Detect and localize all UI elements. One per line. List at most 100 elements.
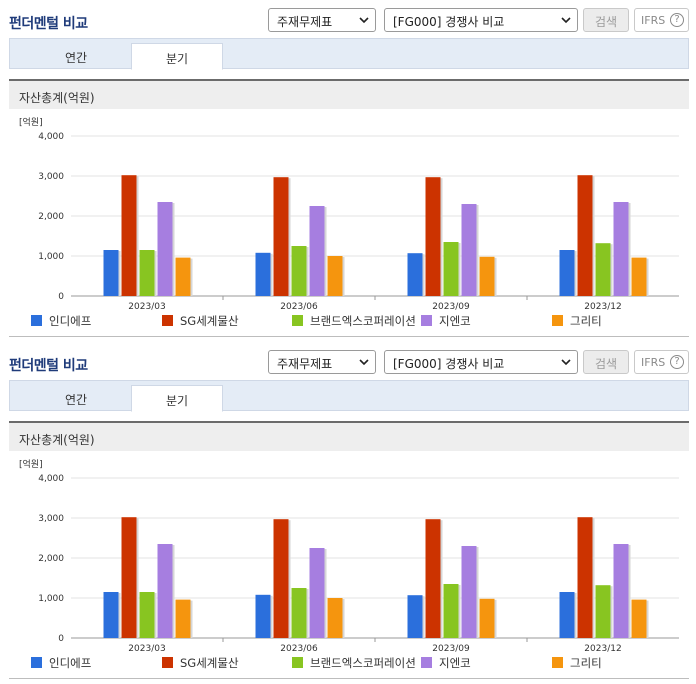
- bar: [273, 519, 289, 638]
- bar: [631, 257, 647, 296]
- comparison-select[interactable]: [FG000] 경쟁사 비교: [384, 8, 578, 32]
- y-tick-label: 4,000: [38, 474, 64, 484]
- legend-swatch: [31, 315, 42, 326]
- bar: [613, 544, 629, 638]
- help-icon: ?: [670, 13, 684, 27]
- bar: [157, 544, 173, 638]
- bar: [291, 588, 307, 638]
- section-title: 자산총계(억원): [9, 421, 689, 451]
- legend-label: SG세계물산: [180, 314, 239, 328]
- period-tabs: 연간 분기: [9, 38, 689, 70]
- bar: [613, 202, 629, 296]
- comparison-select[interactable]: [FG000] 경쟁사 비교: [384, 350, 578, 374]
- bar: [443, 584, 459, 638]
- bar: [103, 592, 119, 638]
- bar: [595, 585, 611, 638]
- legend-swatch: [421, 657, 432, 668]
- bar: [559, 592, 575, 638]
- bar: [577, 517, 593, 638]
- y-tick-label: 4,000: [38, 132, 64, 142]
- unit-label: [억원]: [19, 458, 43, 470]
- bar: [631, 599, 647, 638]
- bar: [327, 598, 343, 638]
- legend-swatch: [552, 657, 563, 668]
- chart-svg: [억원] 0 1,000 2,000 3,000 4,000 2023/03 2023/06 2…: [19, 458, 679, 670]
- bar: [309, 548, 325, 638]
- bar: [461, 546, 477, 638]
- ifrs-label: IFRS: [641, 14, 666, 27]
- statement-type-select[interactable]: 주재무제표: [268, 350, 376, 374]
- x-tick-label: 2023/06: [280, 302, 318, 312]
- total-assets-chart: [억원] 0 1,000 2,000 3,000 4,000 2023/03 2023/06 2…: [9, 112, 689, 334]
- tab-quarterly[interactable]: 분기: [131, 385, 223, 412]
- bar: [461, 204, 477, 296]
- chevron-down-icon: [561, 17, 571, 24]
- statement-type-select[interactable]: 주재무제표: [268, 8, 376, 32]
- x-tick-label: 2023/12: [584, 644, 621, 654]
- statement-type-value: 주재무제표: [277, 357, 333, 371]
- legend-label: 인디에프: [49, 314, 91, 328]
- tab-quarterly[interactable]: 분기: [131, 43, 223, 70]
- chevron-down-icon: [359, 17, 369, 24]
- bar: [595, 243, 611, 296]
- help-icon: ?: [670, 355, 684, 369]
- y-tick-label: 0: [58, 292, 64, 302]
- fundamental-panel-2: 펀더멘털 비교 주재무제표 [FG000] 경쟁사 비교 검색 IFRS ? 연…: [0, 342, 696, 684]
- bar: [121, 517, 137, 638]
- bar: [443, 242, 459, 296]
- legend-label: 그리티: [570, 314, 602, 328]
- bar: [255, 594, 271, 638]
- legend-label: 인디에프: [49, 656, 91, 670]
- divider: [9, 336, 689, 337]
- bar: [327, 256, 343, 296]
- tab-annual[interactable]: 연간: [64, 51, 88, 65]
- comparison-value: [FG000] 경쟁사 비교: [393, 15, 505, 29]
- panel-title: 펀더멘털 비교: [9, 358, 88, 374]
- bar: [255, 252, 271, 296]
- comparison-value: [FG000] 경쟁사 비교: [393, 357, 505, 371]
- bar: [175, 599, 191, 638]
- legend-swatch: [292, 315, 303, 326]
- legend-label: SG세계물산: [180, 656, 239, 670]
- y-tick-label: 2,000: [38, 554, 64, 564]
- chevron-down-icon: [359, 359, 369, 366]
- bar: [425, 177, 441, 296]
- bar: [577, 175, 593, 296]
- search-button[interactable]: 검색: [583, 8, 629, 32]
- bar: [175, 257, 191, 296]
- x-tick-label: 2023/09: [432, 644, 470, 654]
- legend-swatch: [421, 315, 432, 326]
- bar: [121, 175, 137, 296]
- ifrs-button[interactable]: IFRS ?: [634, 8, 689, 32]
- legend-swatch: [162, 315, 173, 326]
- bar: [103, 250, 119, 296]
- statement-type-value: 주재무제표: [277, 15, 333, 29]
- divider: [9, 678, 689, 679]
- bar: [479, 256, 495, 296]
- legend-swatch: [292, 657, 303, 668]
- unit-label: [억원]: [19, 116, 43, 128]
- legend-label: 브랜드엑스코퍼레이션: [310, 314, 416, 328]
- legend-label: 지엔코: [439, 314, 471, 328]
- chart-svg: [억원] 0 1,000 2,000 3,000 4,000 2023/03 2023/06 2…: [19, 116, 679, 328]
- ifrs-label: IFRS: [641, 356, 666, 369]
- bar: [425, 519, 441, 638]
- legend-label: 지엔코: [439, 656, 471, 670]
- fundamental-panel-1: 펀더멘털 비교 주재무제표 [FG000] 경쟁사 비교 검색 IFRS ? 연…: [9, 8, 689, 337]
- bar: [157, 202, 173, 296]
- y-tick-label: 2,000: [38, 212, 64, 222]
- x-tick-label: 2023/06: [280, 644, 318, 654]
- x-tick-label: 2023/09: [432, 302, 470, 312]
- bar: [479, 598, 495, 638]
- x-tick-label: 2023/03: [128, 302, 165, 312]
- y-tick-label: 1,000: [38, 594, 64, 604]
- ifrs-button[interactable]: IFRS ?: [634, 350, 689, 374]
- section-title: 자산총계(억원): [9, 79, 689, 109]
- tab-annual[interactable]: 연간: [64, 393, 88, 407]
- legend-swatch: [162, 657, 173, 668]
- search-button[interactable]: 검색: [583, 350, 629, 374]
- bar: [559, 250, 575, 296]
- legend-swatch: [31, 657, 42, 668]
- panel-title: 펀더멘털 비교: [9, 16, 88, 32]
- period-tabs: 연간 분기: [9, 380, 689, 412]
